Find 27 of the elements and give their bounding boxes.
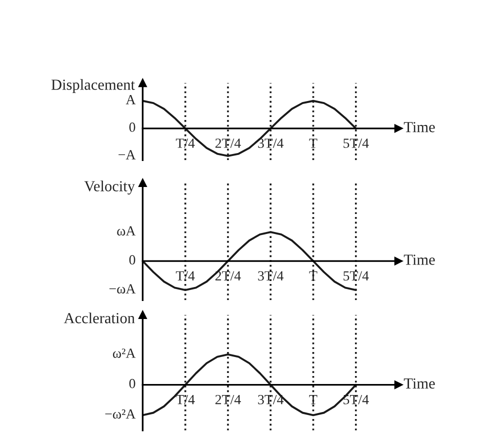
x-axis-title: Time — [404, 254, 435, 265]
text: ω²A — [112, 348, 136, 358]
x-axis-title: Time — [404, 378, 435, 389]
text: −ωA — [109, 284, 136, 294]
x-tick-label: T/4 — [176, 138, 195, 148]
text: 0 — [129, 255, 136, 265]
text: A — [126, 95, 136, 104]
y-axis-title: Displacement — [51, 79, 135, 93]
x-tick-label: 2T/4 — [215, 394, 241, 404]
text: −ω²A — [105, 409, 136, 419]
x-tick-label: 3T/4 — [258, 138, 284, 148]
x-tick-label: T/4 — [176, 271, 195, 281]
x-tick-label: 5T/4 — [344, 394, 369, 404]
x-tick-label: 2T/4 — [215, 271, 241, 281]
x-tick-label: 3T/4 — [258, 271, 284, 281]
x-tick-label: 5T/4 — [344, 138, 369, 148]
x-tick-label: T/4 — [176, 394, 195, 404]
text: 0 — [129, 378, 136, 388]
x-tick-label: 2T/4 — [215, 138, 241, 148]
text: ωA — [117, 226, 136, 236]
y-axis-title: Accleration — [64, 312, 135, 324]
text: −A — [118, 150, 136, 160]
x-axis-title: Time — [404, 122, 435, 132]
y-axis-title: Velocity — [84, 180, 135, 194]
text: 0 — [129, 122, 136, 132]
x-tick-label: 3T/4 — [258, 394, 284, 404]
x-tick-label: 5T/4 — [344, 271, 369, 281]
